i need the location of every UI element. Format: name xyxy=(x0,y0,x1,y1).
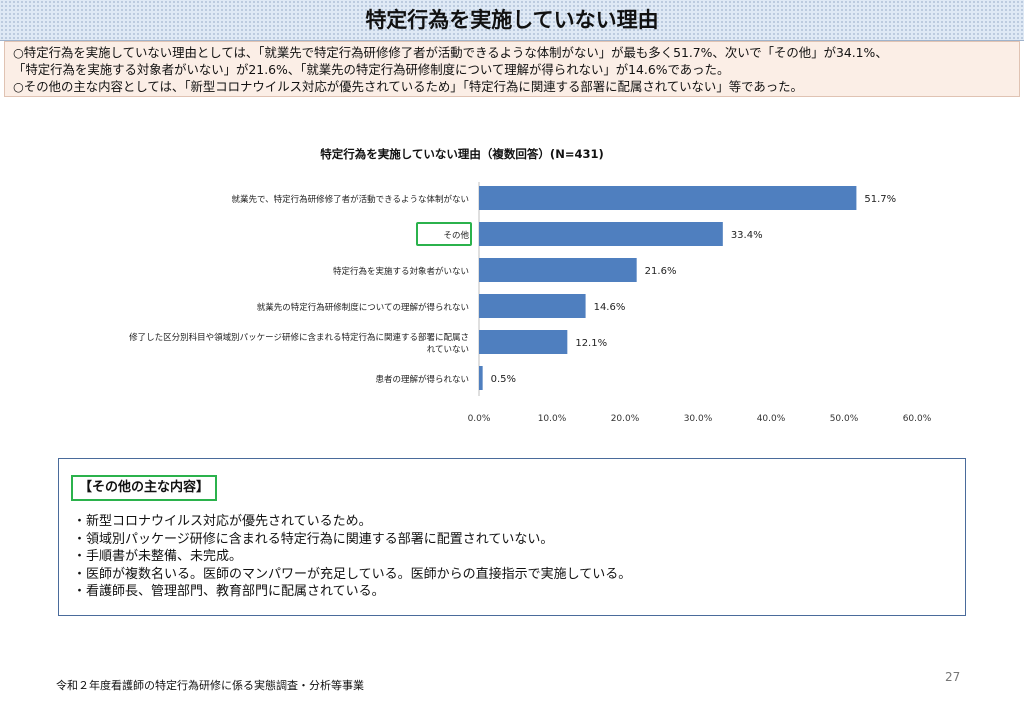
other-reasons-heading: 【その他の主な内容】 xyxy=(71,475,218,501)
bar-value-label: 12.1% xyxy=(575,338,607,349)
summary-line: 「特定行為を実施する対象者がいない」が21.6%、「就業先の特定行為研修制度につ… xyxy=(13,62,730,77)
page-number: 27 xyxy=(945,670,961,684)
category-label: 患者の理解が得られない xyxy=(375,374,469,385)
list-item: ・新型コロナウイルス対応が優先されているため。 xyxy=(73,514,372,529)
bar-value-label: 33.4% xyxy=(731,230,763,241)
category-highlight-box xyxy=(416,222,472,246)
summary-line: ○その他の主な内容としては、「新型コロナウイルス対応が優先されているため」「特定… xyxy=(13,79,803,94)
list-item: ・医師が複数名いる。医師のマンパワーが充足している。医師からの直接指示で実施して… xyxy=(73,566,632,582)
category-label: 修了した区分別科目や領域別パッケージ研修に含まれる特定行為に関連する部署に配属さ xyxy=(129,332,469,343)
x-tick-label: 20.0% xyxy=(611,414,640,424)
x-tick-label: 60.0% xyxy=(903,414,932,424)
x-tick-label: 40.0% xyxy=(757,414,786,424)
footer-source: 令和２年度看護師の特定行為研修に係る実態調査・分析等事業 xyxy=(56,679,364,692)
chart-bar xyxy=(479,222,723,246)
list-item: ・領域別パッケージ研修に含まれる特定行為に関連する部署に配置されていない。 xyxy=(73,531,554,547)
x-tick-label: 0.0% xyxy=(468,414,491,424)
category-label: 就業先の特定行為研修制度についての理解が得られない xyxy=(257,302,469,313)
bar-value-label: 51.7% xyxy=(864,194,896,205)
x-tick-label: 50.0% xyxy=(830,414,859,424)
list-item: ・手順書が未整備、未完成。 xyxy=(73,549,243,564)
other-reasons-list: ・新型コロナウイルス対応が優先されているため。 ・領域別パッケージ研修に含まれる… xyxy=(73,513,631,601)
bar-value-label: 21.6% xyxy=(645,266,677,277)
chart-bar xyxy=(479,294,586,318)
other-reasons-box: 【その他の主な内容】 ・新型コロナウイルス対応が優先されているため。 ・領域別パ… xyxy=(58,458,966,616)
category-label: 特定行為を実施する対象者がいない xyxy=(333,266,469,277)
summary-line: ○特定行為を実施していない理由としては、「就業先で特定行為研修修了者が活動できる… xyxy=(13,45,888,60)
chart-bar xyxy=(479,366,483,390)
category-label: 就業先で、特定行為研修修了者が活動できるような体制がない xyxy=(232,194,470,205)
list-item: ・看護師長、管理部門、教育部門に配属されている。 xyxy=(73,584,385,599)
x-tick-label: 30.0% xyxy=(684,414,713,424)
bar-value-label: 0.5% xyxy=(491,374,516,385)
chart-bar xyxy=(479,186,857,210)
chart-title: 特定行為を実施していない理由（複数回答）(N=431) xyxy=(320,147,603,161)
chart-svg: 特定行為を実施していない理由（複数回答）(N=431) 51.7% 就業先で、特定行… xyxy=(129,147,932,424)
category-label: その他 xyxy=(443,230,469,241)
chart-bar xyxy=(479,258,637,282)
slide-title: 特定行為を実施していない理由 xyxy=(365,8,659,32)
x-tick-label: 10.0% xyxy=(538,414,567,424)
title-bar xyxy=(0,0,1024,41)
bar-chart: 特定行為を実施していない理由（複数回答）(N=431) 51.7% 就業先で、特定行… xyxy=(40,140,980,440)
chart-bar xyxy=(479,330,568,354)
summary-box: ○特定行為を実施していない理由としては、「就業先で特定行為研修修了者が活動できる… xyxy=(4,41,1020,97)
category-label: れていない xyxy=(427,345,469,355)
bar-value-label: 14.6% xyxy=(594,302,626,313)
